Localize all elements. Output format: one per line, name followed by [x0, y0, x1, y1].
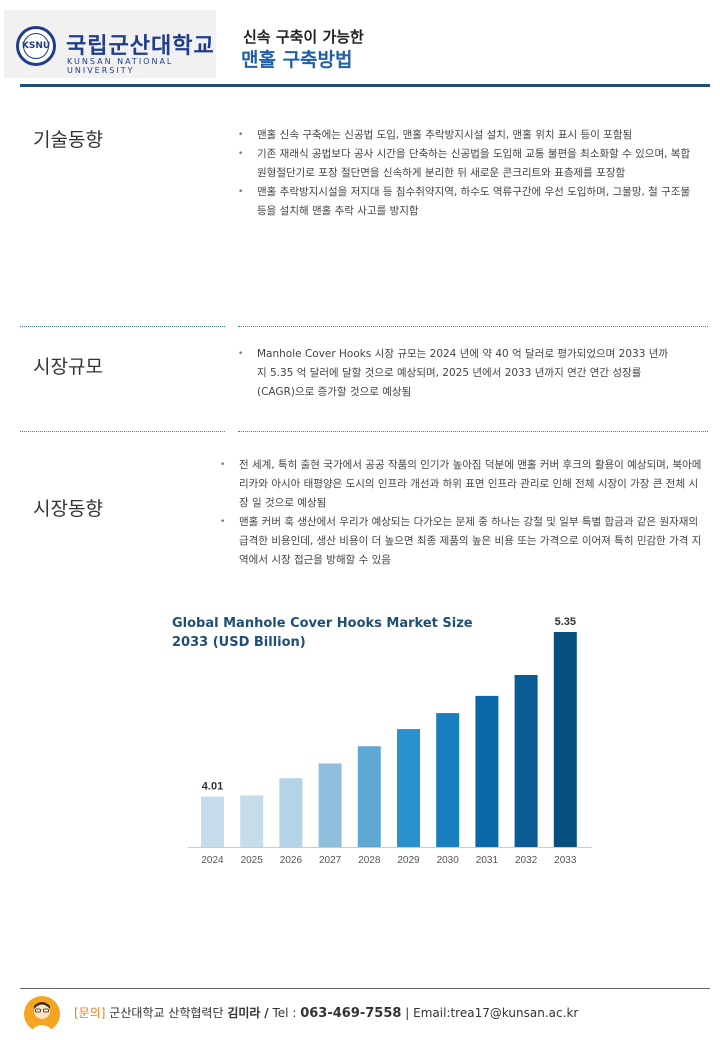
- bar-2031: [475, 695, 499, 847]
- bar-2033: [553, 632, 577, 847]
- bar-2032: [514, 675, 538, 847]
- x-tick-label: 2026: [280, 855, 303, 866]
- x-tick-label: 2032: [515, 855, 538, 866]
- university-name-ko: 국립군산대학교: [66, 34, 215, 59]
- section-divider: [238, 431, 708, 432]
- section-title-size: 시장규모: [33, 356, 103, 378]
- list-item: 전 세계, 특히 출현 국가에서 공공 작품의 인기가 높아짐 덕분에 맨홀 커…: [220, 456, 706, 513]
- chart-title-line1: Global Manhole Cover Hooks Market Size: [172, 616, 473, 631]
- x-tick-label: 2030: [437, 855, 460, 866]
- contact-separator: /: [264, 1006, 269, 1020]
- page-title: 맨홀 구축방법: [241, 49, 353, 71]
- bar-2028: [357, 746, 381, 847]
- chart-title-line2: 2033 (USD Billion): [172, 635, 306, 650]
- bar-2025: [240, 795, 264, 847]
- contact-name: 김미라: [227, 1006, 261, 1020]
- contact-info: [문의] 군산대학교 산학협력단 김미라 / Tel : 063-469-755…: [74, 1004, 578, 1021]
- list-item: 맨홀 커버 훅 생산에서 우리가 예상되는 다가오는 문제 중 하나는 강철 및…: [220, 513, 706, 570]
- x-tick-label: 2024: [201, 855, 224, 866]
- x-tick-label: 2029: [397, 855, 420, 866]
- bar-2026: [279, 778, 303, 847]
- x-tick-label: 2031: [476, 855, 499, 866]
- list-item: 기존 재래식 공법보다 공사 시간을 단축하는 신공법을 도입해 교통 불편을 …: [238, 145, 692, 183]
- header-divider: [20, 84, 710, 87]
- size-bullet-list: Manhole Cover Hooks 시장 규모는 2024 년에 약 40 …: [238, 345, 674, 402]
- section-title-trend: 시장동향: [33, 498, 103, 520]
- chart-title: Global Manhole Cover Hooks Market Size 2…: [172, 614, 473, 652]
- data-label-2033: 5.35: [555, 616, 576, 628]
- tel-label: Tel :: [272, 1006, 297, 1020]
- contact-email: | Email:trea17@kunsan.ac.kr: [405, 1006, 579, 1020]
- list-item: Manhole Cover Hooks 시장 규모는 2024 년에 약 40 …: [238, 345, 674, 402]
- university-name-en: KUNSAN NATIONAL UNIVERSITY: [67, 57, 174, 75]
- contact-avatar-icon: [24, 996, 60, 1032]
- section-divider: [20, 326, 225, 327]
- section-divider: [238, 326, 708, 327]
- bar-2030: [436, 713, 460, 847]
- bar-2029: [397, 729, 420, 847]
- university-seal-icon: KSNU: [16, 26, 56, 66]
- bar-2024: [201, 796, 224, 847]
- contact-org: 군산대학교 산학협력단: [109, 1006, 224, 1020]
- seal-text: KSNU: [22, 33, 50, 59]
- inquiry-label: [문의]: [74, 1006, 106, 1020]
- contact-phone: 063-469-7558: [300, 1006, 402, 1021]
- page-subtitle: 신속 구축이 가능한: [243, 28, 364, 46]
- trend-bullet-list: 전 세계, 특히 출현 국가에서 공공 작품의 인기가 높아짐 덕분에 맨홀 커…: [220, 456, 706, 570]
- bar-2027: [318, 763, 342, 847]
- x-tick-label: 2033: [554, 855, 577, 866]
- market-size-bar-chart: 2024 4.01 2025 2026 2027 2028 2029 2030 2031 2032…: [188, 616, 592, 866]
- x-tick-label: 2027: [319, 855, 342, 866]
- list-item: 맨홀 추락방지시설을 저지대 등 침수취약지역, 하수도 역류구간에 우선 도입…: [238, 183, 692, 221]
- university-logo: KSNU 국립군산대학교 KUNSAN NATIONAL UNIVERSITY: [4, 10, 216, 78]
- x-tick-label: 2025: [241, 855, 264, 866]
- footer-divider: [20, 988, 710, 989]
- list-item: 맨홀 신속 구축에는 신공법 도입, 맨홀 추락방지시설 설치, 맨홀 위치 표…: [238, 126, 692, 145]
- tech-bullet-list: 맨홀 신속 구축에는 신공법 도입, 맨홀 추락방지시설 설치, 맨홀 위치 표…: [238, 126, 692, 221]
- section-title-tech: 기술동향: [33, 129, 103, 151]
- data-label-2024: 4.01: [202, 781, 223, 793]
- x-tick-label: 2028: [358, 855, 381, 866]
- section-divider: [20, 431, 225, 432]
